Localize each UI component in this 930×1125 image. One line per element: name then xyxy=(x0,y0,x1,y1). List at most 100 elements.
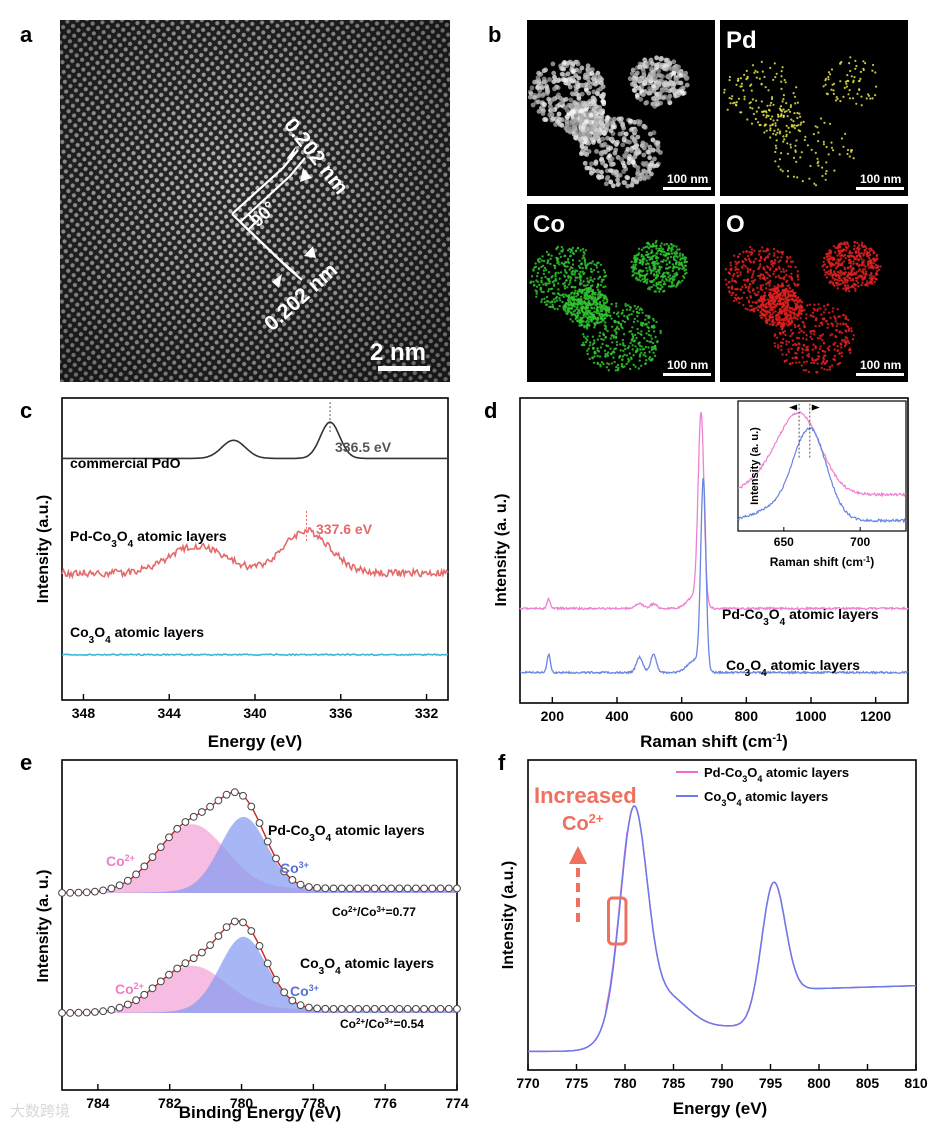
data-point xyxy=(132,996,141,1005)
x-tick-label: 344 xyxy=(158,705,182,721)
ylabel-d: Intensity (a. u.) xyxy=(493,494,510,607)
x-tick-label: 775 xyxy=(565,1075,589,1091)
x-tick-label: 774 xyxy=(445,1095,469,1111)
data-point xyxy=(255,942,264,950)
data-point xyxy=(354,884,363,893)
data-point xyxy=(436,1005,445,1013)
data-point xyxy=(66,888,75,897)
x-tick-label: 340 xyxy=(243,705,267,721)
series-label-d1: Pd-Co3O4 atomic layers xyxy=(722,606,879,628)
data-point xyxy=(132,870,141,879)
data-point xyxy=(395,1005,404,1013)
panel-c: c 348 344 340 336 332 Energy (eV) Intensity … xyxy=(20,397,449,751)
co2-label-2: Co2+ xyxy=(115,981,144,997)
x-tick-label: 782 xyxy=(158,1095,182,1111)
svg-text:e: e xyxy=(20,750,32,775)
data-point xyxy=(403,1005,412,1013)
series-line xyxy=(519,411,909,611)
svg-text:f: f xyxy=(498,750,506,775)
data-point xyxy=(214,932,223,940)
x-tick-label: 778 xyxy=(302,1095,326,1111)
data-point xyxy=(222,923,231,931)
data-point xyxy=(247,927,256,935)
arrow-icon xyxy=(789,404,798,411)
scale-bar xyxy=(856,187,904,190)
inset-xlabel: Raman shift (cm-1) xyxy=(770,555,874,570)
data-point xyxy=(453,1005,461,1013)
data-point xyxy=(230,788,239,797)
data-point xyxy=(288,996,297,1005)
co3-label-1: Co3+ xyxy=(280,860,309,876)
data-point xyxy=(82,1008,91,1017)
data-point xyxy=(313,1004,322,1013)
data-point xyxy=(123,1000,132,1009)
data-point xyxy=(107,1005,116,1014)
panel-d: d 200 400 600 800 1000 1200 Raman shift (cm-1… xyxy=(484,397,909,751)
fit-component-area xyxy=(62,824,457,893)
panel-letter-b: b xyxy=(488,22,501,47)
inset-x-tick-label: 650 xyxy=(774,535,794,549)
data-point xyxy=(198,948,206,957)
data-point xyxy=(230,917,239,926)
arrow-icon xyxy=(287,146,296,160)
inset-x-tick-label: 700 xyxy=(850,535,870,549)
data-point xyxy=(107,884,116,893)
x-tick-label: 348 xyxy=(72,705,96,721)
x-tick-label: 790 xyxy=(710,1075,734,1091)
series-label-pd-co3o4: Pd-Co3O4 atomic layers xyxy=(70,528,227,550)
ylabel-f: Intensity (a.u.) xyxy=(500,861,517,969)
data-point xyxy=(82,888,91,897)
x-tick-label: 600 xyxy=(670,708,694,724)
watermark: 大数跨境 xyxy=(10,1102,70,1120)
x-tick-label: 780 xyxy=(613,1075,637,1091)
arrow-icon xyxy=(272,274,282,288)
data-point xyxy=(165,833,173,842)
element-label: O xyxy=(726,211,745,238)
ratio-label-e2: Co2+/Co3+=0.54 xyxy=(340,1017,424,1032)
series-line xyxy=(61,526,449,580)
data-point xyxy=(305,1003,313,1012)
data-point xyxy=(189,812,198,821)
series-label-d2: Co3O4 atomic layers xyxy=(726,657,860,679)
x-tick-label: 1200 xyxy=(860,708,891,724)
svg-text:d: d xyxy=(484,398,497,423)
arrow-icon xyxy=(300,168,312,182)
data-point xyxy=(239,791,247,800)
x-tick-label: 332 xyxy=(415,705,439,721)
data-point xyxy=(263,959,272,968)
data-point xyxy=(156,843,165,851)
scale-bar-a xyxy=(378,366,430,371)
data-point xyxy=(173,964,182,973)
data-point xyxy=(379,1005,387,1013)
svg-text:c: c xyxy=(20,398,32,423)
data-point xyxy=(428,884,437,893)
data-point xyxy=(272,854,280,863)
fit-component-area xyxy=(62,936,457,1013)
series-line xyxy=(528,805,916,1053)
data-point xyxy=(387,884,396,893)
arrow-icon xyxy=(811,404,820,411)
x-tick-label: 784 xyxy=(86,1095,110,1111)
data-point xyxy=(99,886,107,895)
data-point xyxy=(115,881,124,890)
data-point xyxy=(58,889,66,897)
data-point xyxy=(173,824,182,833)
data-point xyxy=(362,884,371,893)
annotation-line1: Increased xyxy=(534,783,637,808)
data-point xyxy=(165,970,173,979)
fit-component-area xyxy=(62,817,457,893)
data-point xyxy=(91,1008,99,1016)
data-point xyxy=(420,884,429,893)
panel-letter-a: a xyxy=(20,22,33,47)
x-tick-label: 800 xyxy=(735,708,759,724)
data-point xyxy=(115,1003,124,1012)
ratio-label-e1: Co2+/Co3+=0.77 xyxy=(332,905,416,920)
eds-map-tile: Pd 100 nm xyxy=(720,20,908,196)
x-tick-label: 770 xyxy=(516,1075,540,1091)
data-point xyxy=(148,984,157,993)
data-point xyxy=(412,884,420,893)
up-arrow-icon xyxy=(569,846,587,864)
data-point xyxy=(74,1008,83,1017)
group-label-e1: Pd-Co3O4 atomic layers xyxy=(268,822,425,844)
eds-map-tile: O 100 nm xyxy=(720,204,908,382)
